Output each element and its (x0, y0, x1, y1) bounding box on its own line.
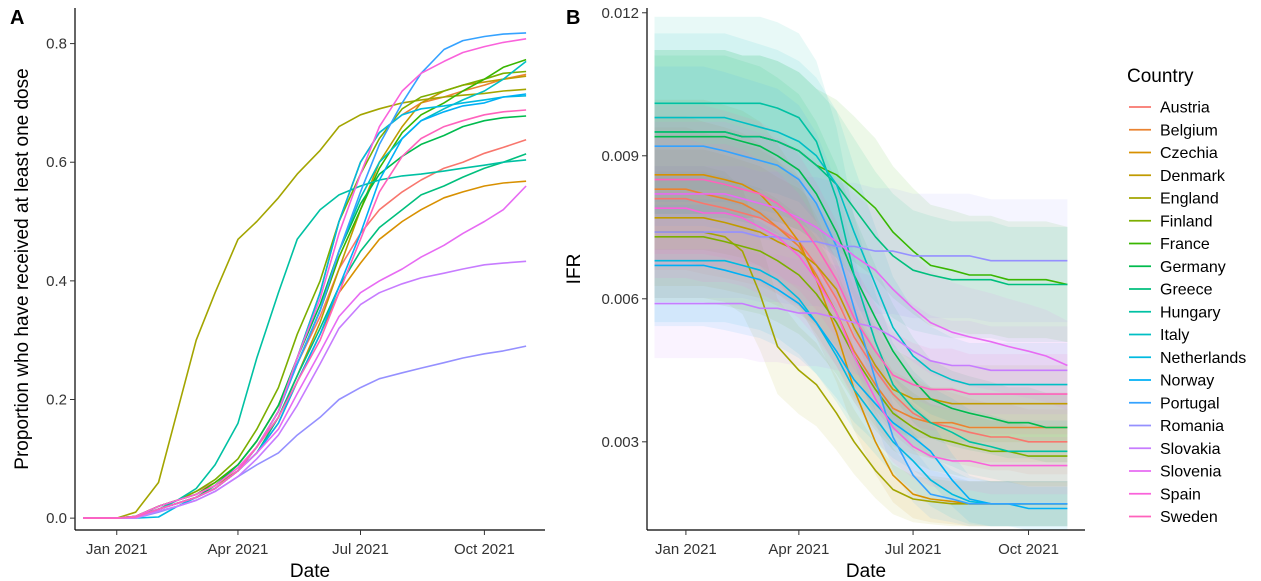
series-line-slovenia (83, 185, 527, 519)
series-line-belgium (83, 73, 527, 519)
legend-label-spain: Spain (1160, 486, 1201, 503)
y-tick-label: 0.006 (601, 291, 639, 308)
confidence-band-germany (654, 55, 1068, 463)
y-tick-label: 0.012 (601, 5, 639, 22)
x-tick-label: Oct 2021 (454, 541, 515, 558)
series-line-italy (654, 116, 1068, 386)
panel-b: 0.003 0.006 0.009 0.012 Jan 2021 Apr 2021 Jul … (564, 5, 1085, 581)
legend-label-slovakia: Slovakia (1160, 441, 1221, 458)
series-line-austria (83, 138, 527, 519)
legend-label-romania: Romania (1160, 418, 1224, 435)
y-tick-label: 0.4 (46, 273, 67, 290)
x-tick-label: Jan 2021 (86, 541, 148, 558)
confidence-band-spain (654, 138, 1068, 495)
series-line-portugal (83, 32, 527, 519)
x-tick-label: Apr 2021 (208, 541, 269, 558)
series-line-norway (83, 93, 527, 519)
legend-label-finland: Finland (1160, 213, 1212, 230)
series-line-slovakia (654, 302, 1068, 372)
series-line-belgium (654, 188, 1068, 429)
series-line-romania (83, 345, 527, 519)
y-tick-label: 0.003 (601, 434, 639, 451)
legend-label-germany: Germany (1160, 259, 1226, 276)
x-tick-label: Jul 2021 (885, 541, 942, 558)
series-line-finland (83, 70, 527, 519)
series-line-austria (654, 197, 1068, 443)
series-lines (654, 102, 1068, 510)
series-line-greece (654, 131, 1068, 286)
x-tick-label: Oct 2021 (998, 541, 1059, 558)
series-line-denmark (83, 75, 527, 519)
series-line-slovakia (83, 260, 527, 519)
series-line-slovenia (654, 193, 1068, 367)
legend-label-greece: Greece (1160, 282, 1213, 299)
y-tick-label: 0.6 (46, 154, 67, 171)
y-axis-title: Proportion who have received at least on… (12, 68, 33, 469)
x-tick-label: Apr 2021 (768, 541, 829, 558)
confidence-band-sweden (654, 105, 1068, 435)
series-line-portugal (654, 145, 1068, 505)
x-axis-title: Date (290, 561, 330, 581)
legend-label-norway: Norway (1160, 373, 1214, 390)
legend-label-italy: Italy (1160, 327, 1189, 344)
series-line-finland (654, 236, 1068, 457)
panel-label: A (10, 7, 24, 29)
series-line-sweden (83, 109, 527, 519)
confidence-band-austria (654, 127, 1068, 475)
series-line-spain (654, 207, 1068, 467)
y-axis-title: IFR (564, 254, 585, 285)
legend-label-denmark: Denmark (1160, 168, 1226, 185)
x-tick-label: Jul 2021 (332, 541, 389, 558)
y-tick-label: 0.009 (601, 148, 639, 165)
legend-label-slovenia: Slovenia (1160, 464, 1221, 481)
confidence-band-england (654, 166, 1068, 527)
legend-label-czechia: Czechia (1160, 145, 1218, 162)
legend-label-sweden: Sweden (1160, 509, 1218, 526)
confidence-band-italy (654, 33, 1068, 427)
panel-a: 0.0 0.2 0.4 0.6 0.8 Jan 2021 Apr 2021 Jul 2021 O… (10, 7, 545, 581)
series-line-sweden (654, 178, 1068, 395)
series-line-england (83, 88, 527, 519)
confidence-band-romania (654, 166, 1068, 323)
series-line-spain (83, 38, 527, 519)
series-line-italy (83, 60, 527, 519)
series-line-netherlands (83, 95, 527, 519)
legend-label-portugal: Portugal (1160, 395, 1220, 412)
legend-label-hungary: Hungary (1160, 304, 1220, 321)
legend-label-belgium: Belgium (1160, 122, 1218, 139)
legend-title: Country (1127, 66, 1194, 87)
series-line-hungary (83, 159, 527, 519)
legend-label-england: England (1160, 191, 1219, 208)
confidence-bands (654, 16, 1068, 531)
y-tick-label: 0.8 (46, 36, 67, 53)
panel-label: B (566, 7, 580, 29)
legend-label-netherlands: Netherlands (1160, 350, 1246, 367)
series-line-romania (654, 231, 1068, 262)
y-tick-label: 0.0 (46, 510, 67, 527)
series-line-hungary (654, 102, 1068, 453)
series-lines (83, 32, 527, 519)
y-tick-label: 0.2 (46, 392, 67, 409)
series-line-germany (654, 135, 1068, 429)
legend-label-austria: Austria (1160, 100, 1210, 117)
confidence-band-czechia (654, 99, 1068, 527)
x-tick-label: Jan 2021 (655, 541, 717, 558)
legend-label-france: France (1160, 236, 1210, 253)
x-axis-title: Date (846, 561, 886, 581)
legend: Country Austria Belgium Czechia Denmark Engla… (1127, 66, 1246, 526)
